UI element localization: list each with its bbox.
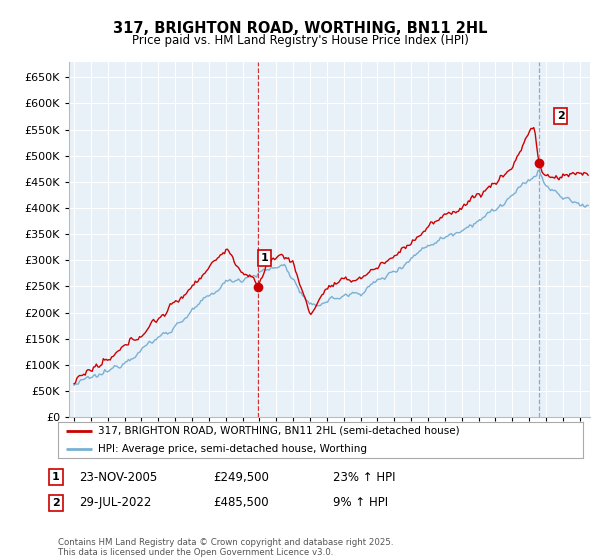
Text: 1: 1 [260, 253, 268, 263]
Text: HPI: Average price, semi-detached house, Worthing: HPI: Average price, semi-detached house,… [98, 444, 367, 454]
Text: 23-NOV-2005: 23-NOV-2005 [79, 470, 157, 484]
Text: Contains HM Land Registry data © Crown copyright and database right 2025.
This d: Contains HM Land Registry data © Crown c… [58, 538, 394, 557]
Text: 2: 2 [557, 111, 565, 122]
Text: 23% ↑ HPI: 23% ↑ HPI [333, 470, 395, 484]
Text: 2: 2 [52, 498, 59, 508]
Text: 317, BRIGHTON ROAD, WORTHING, BN11 2HL: 317, BRIGHTON ROAD, WORTHING, BN11 2HL [113, 21, 487, 36]
Text: 317, BRIGHTON ROAD, WORTHING, BN11 2HL (semi-detached house): 317, BRIGHTON ROAD, WORTHING, BN11 2HL (… [98, 426, 459, 436]
Text: 29-JUL-2022: 29-JUL-2022 [79, 496, 152, 510]
Text: £249,500: £249,500 [213, 470, 269, 484]
Text: £485,500: £485,500 [213, 496, 269, 510]
Text: 1: 1 [52, 472, 59, 482]
Text: 9% ↑ HPI: 9% ↑ HPI [333, 496, 388, 510]
Text: Price paid vs. HM Land Registry's House Price Index (HPI): Price paid vs. HM Land Registry's House … [131, 34, 469, 46]
